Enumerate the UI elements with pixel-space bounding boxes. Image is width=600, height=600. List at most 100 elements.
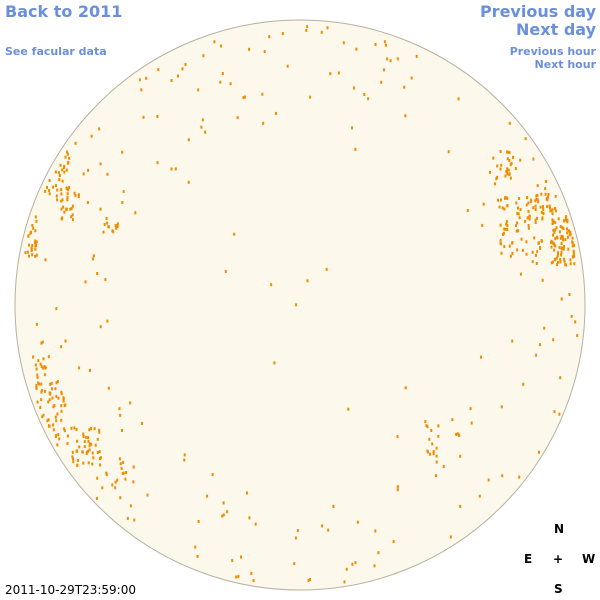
- facula: [528, 217, 531, 221]
- facula: [432, 450, 435, 453]
- facula: [90, 134, 93, 138]
- facula: [78, 366, 81, 370]
- facular-link[interactable]: See facular data: [5, 45, 107, 58]
- facula: [562, 227, 565, 230]
- facula: [383, 40, 386, 44]
- facula: [56, 188, 59, 192]
- facula: [572, 255, 574, 259]
- facula: [31, 253, 34, 257]
- facula: [60, 418, 63, 422]
- previous-hour-link[interactable]: Previous hour: [509, 45, 596, 58]
- facula: [321, 524, 324, 528]
- facula: [85, 452, 88, 455]
- facula: [544, 187, 547, 191]
- facula: [306, 25, 309, 29]
- facula: [546, 197, 549, 201]
- facula: [121, 472, 124, 475]
- facula: [90, 442, 93, 446]
- facula: [559, 236, 562, 240]
- facula: [56, 412, 59, 416]
- facula: [552, 338, 555, 342]
- facula: [458, 434, 461, 437]
- back-link[interactable]: Back to 2011: [5, 2, 123, 21]
- facula: [34, 244, 37, 248]
- facula: [49, 392, 52, 395]
- facula: [516, 212, 519, 215]
- facula: [525, 203, 528, 207]
- facula: [224, 270, 227, 273]
- facula: [53, 404, 56, 407]
- facula: [505, 222, 508, 226]
- facula: [469, 407, 472, 411]
- facula: [34, 215, 37, 219]
- facula: [508, 244, 511, 248]
- facula: [42, 413, 45, 417]
- facula: [142, 115, 145, 119]
- facula: [499, 242, 502, 246]
- facula: [499, 167, 502, 171]
- facula: [540, 210, 543, 214]
- facula: [566, 220, 569, 224]
- facula: [73, 426, 76, 430]
- facula: [70, 206, 73, 210]
- facula: [116, 478, 119, 482]
- facula: [181, 67, 184, 71]
- next-day-link[interactable]: Next day: [516, 20, 596, 39]
- facula: [48, 398, 51, 402]
- facula: [437, 424, 440, 428]
- next-hour-link[interactable]: Next hour: [534, 58, 597, 71]
- facula: [103, 222, 106, 226]
- facula: [539, 246, 542, 249]
- facula: [44, 258, 47, 262]
- facula: [197, 520, 200, 523]
- facula: [380, 80, 383, 84]
- facula: [430, 429, 433, 432]
- facula: [572, 249, 575, 253]
- facula: [262, 121, 265, 125]
- facula: [35, 240, 38, 244]
- facula: [263, 50, 266, 54]
- facula: [307, 579, 310, 582]
- facula: [470, 421, 473, 425]
- facula: [76, 459, 79, 462]
- facula: [396, 435, 399, 439]
- facula: [545, 179, 548, 183]
- facula: [61, 216, 64, 220]
- facula: [506, 204, 509, 208]
- facula: [489, 170, 491, 174]
- facula: [556, 254, 559, 258]
- facula: [560, 247, 563, 251]
- facula: [83, 445, 86, 449]
- facula: [60, 192, 63, 196]
- facula: [58, 178, 61, 181]
- facula: [96, 437, 99, 441]
- facula: [63, 170, 66, 174]
- facula: [72, 218, 74, 222]
- facula: [132, 480, 135, 484]
- facula: [509, 176, 512, 180]
- facula: [551, 212, 554, 216]
- facula: [77, 195, 80, 198]
- facula: [553, 206, 556, 210]
- facula: [52, 428, 55, 432]
- previous-day-link[interactable]: Previous day: [479, 2, 596, 21]
- facula: [373, 564, 376, 568]
- facula: [536, 198, 539, 202]
- facula: [500, 251, 503, 255]
- facula: [145, 76, 148, 80]
- facula: [293, 562, 296, 566]
- facula: [138, 78, 141, 82]
- facula: [528, 214, 531, 218]
- facula: [524, 219, 526, 223]
- facula: [126, 516, 129, 520]
- facula: [36, 373, 39, 377]
- facula: [170, 79, 173, 82]
- facula: [552, 241, 554, 245]
- facula: [554, 194, 557, 198]
- facula: [44, 389, 46, 393]
- facula: [535, 194, 538, 198]
- facula: [527, 210, 530, 213]
- facula: [404, 386, 407, 390]
- facula: [535, 253, 537, 257]
- facula: [32, 355, 35, 359]
